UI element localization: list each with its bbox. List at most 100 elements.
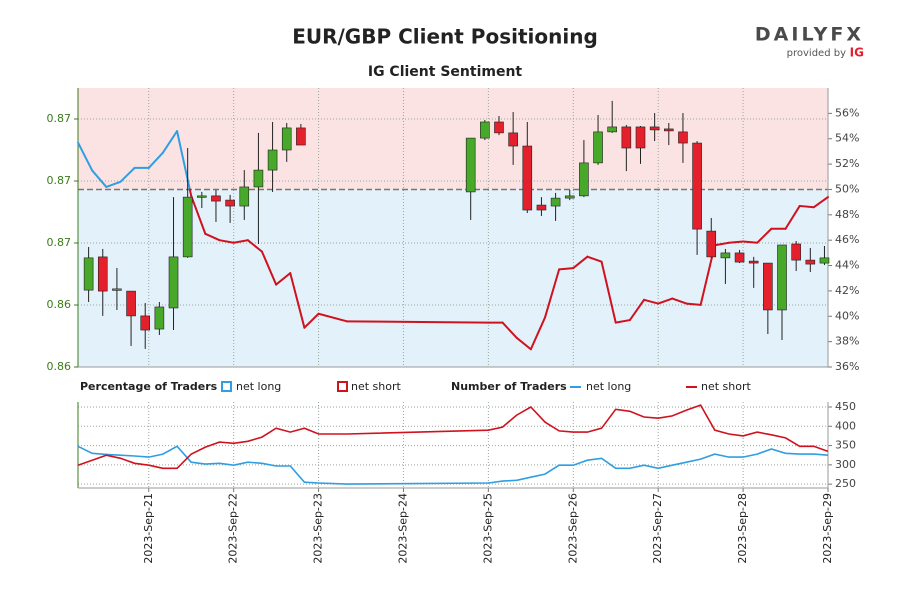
legend-label: net short [701, 380, 752, 393]
sentiment-line [345, 320, 490, 324]
sentiment-line [727, 240, 745, 244]
sentiment-line [303, 312, 320, 329]
candle-body [508, 132, 518, 147]
candle-body [819, 257, 830, 264]
candle-body [168, 256, 179, 309]
sentiment-line [190, 194, 207, 235]
x-tick-label: 2023-Sep-25 [481, 493, 494, 564]
candle-body [225, 199, 235, 207]
y2-tick-label: 52% [835, 157, 859, 170]
sentiment-line [742, 240, 759, 244]
x-tick-label: 2023-Sep-29 [821, 493, 834, 564]
candle-body [664, 128, 674, 132]
y2-tick-label: 54% [835, 132, 859, 145]
y-tick-label: 0.87 [47, 174, 72, 187]
candle-body [182, 196, 193, 258]
candle-body [692, 142, 702, 230]
x-tick-label: 2023-Sep-22 [227, 493, 240, 564]
candle-body [777, 244, 787, 311]
candle-body [649, 126, 660, 131]
sentiment-line [543, 268, 561, 319]
x-tick-label: 2023-Sep-27 [651, 493, 664, 564]
y2-tick-label: 38% [835, 335, 859, 348]
sentiment-line [289, 272, 306, 329]
candle-body [564, 195, 575, 199]
y-tick-label: 400 [835, 419, 856, 432]
y2-tick-label: 56% [835, 106, 859, 119]
candle-body [621, 126, 632, 149]
legend-swatch [337, 381, 348, 392]
y-tick-label: 0.87 [47, 236, 72, 249]
sentiment-line [501, 321, 518, 339]
y-tick-label: 0.86 [47, 360, 72, 373]
candle-body [678, 131, 688, 144]
series-line [77, 404, 829, 470]
candle-body [635, 126, 646, 149]
candle-body [197, 195, 207, 198]
sentiment-line [119, 166, 136, 183]
legend-label: net long [236, 380, 281, 393]
y-tick-label: 0.87 [47, 112, 72, 125]
candle-body [211, 195, 221, 202]
candle-body [140, 315, 151, 331]
candle-body [748, 260, 759, 264]
x-tick-label: 2023-Sep-28 [736, 493, 749, 564]
candle-body [494, 121, 504, 134]
x-tick-label: 2023-Sep-26 [566, 493, 579, 564]
y2-tick-label: 48% [835, 208, 859, 221]
y2-tick-label: 50% [835, 182, 859, 195]
x-tick-label: 2023-Sep-24 [396, 493, 409, 564]
y-tick-label: 250 [835, 477, 856, 490]
sentiment-line [756, 227, 773, 244]
sentiment-line [798, 204, 815, 209]
candle-body [253, 169, 264, 188]
legend-swatch [221, 381, 232, 392]
y2-tick-label: 46% [835, 233, 859, 246]
candle-body [522, 145, 533, 211]
logo-brand: IG [850, 46, 864, 60]
sentiment-line [105, 180, 122, 188]
sentiment-line [572, 255, 589, 270]
candle-body [791, 243, 801, 261]
sentiment-line [614, 319, 631, 324]
sentiment-line [188, 188, 193, 197]
sentiment-line [784, 204, 801, 230]
legend-label: net short [351, 380, 402, 393]
candle-body [112, 288, 122, 291]
logo-name: DAILYFX [755, 24, 864, 46]
sentiment-line [204, 232, 221, 242]
sentiment-line [218, 239, 235, 244]
sentiment-line [713, 241, 730, 247]
y2-tick-label: 36% [835, 360, 859, 373]
sentiment-line [628, 298, 646, 322]
x-tick-label: 2023-Sep-23 [312, 493, 325, 564]
candle-body [267, 149, 278, 171]
y-tick-label: 0.86 [47, 298, 72, 311]
sentiment-line [558, 267, 575, 271]
sentiment-line [515, 336, 532, 351]
candle-body [126, 290, 136, 317]
candle-body [579, 162, 589, 197]
candle-body [465, 137, 476, 193]
y2-tick-label: 42% [835, 284, 859, 297]
candle-body [550, 197, 561, 207]
candle-body [83, 257, 94, 291]
sentiment-line [260, 250, 278, 286]
legend-title: Number of Traders [451, 380, 567, 393]
candle-body [734, 252, 745, 263]
sentiment-line [586, 255, 603, 263]
legend-label: net long [586, 380, 631, 393]
sentiment-line [77, 141, 94, 172]
candle-body [296, 127, 306, 146]
candle-body [706, 230, 717, 258]
sentiment-line [246, 239, 263, 253]
shade-long [78, 189, 828, 367]
sentiment-line [529, 316, 546, 351]
sentiment-line [657, 297, 674, 305]
candle-body [239, 186, 250, 207]
candle-body [593, 131, 603, 164]
sentiment-line [91, 169, 108, 188]
sentiment-line [161, 130, 179, 154]
sentiment-line [147, 151, 164, 169]
